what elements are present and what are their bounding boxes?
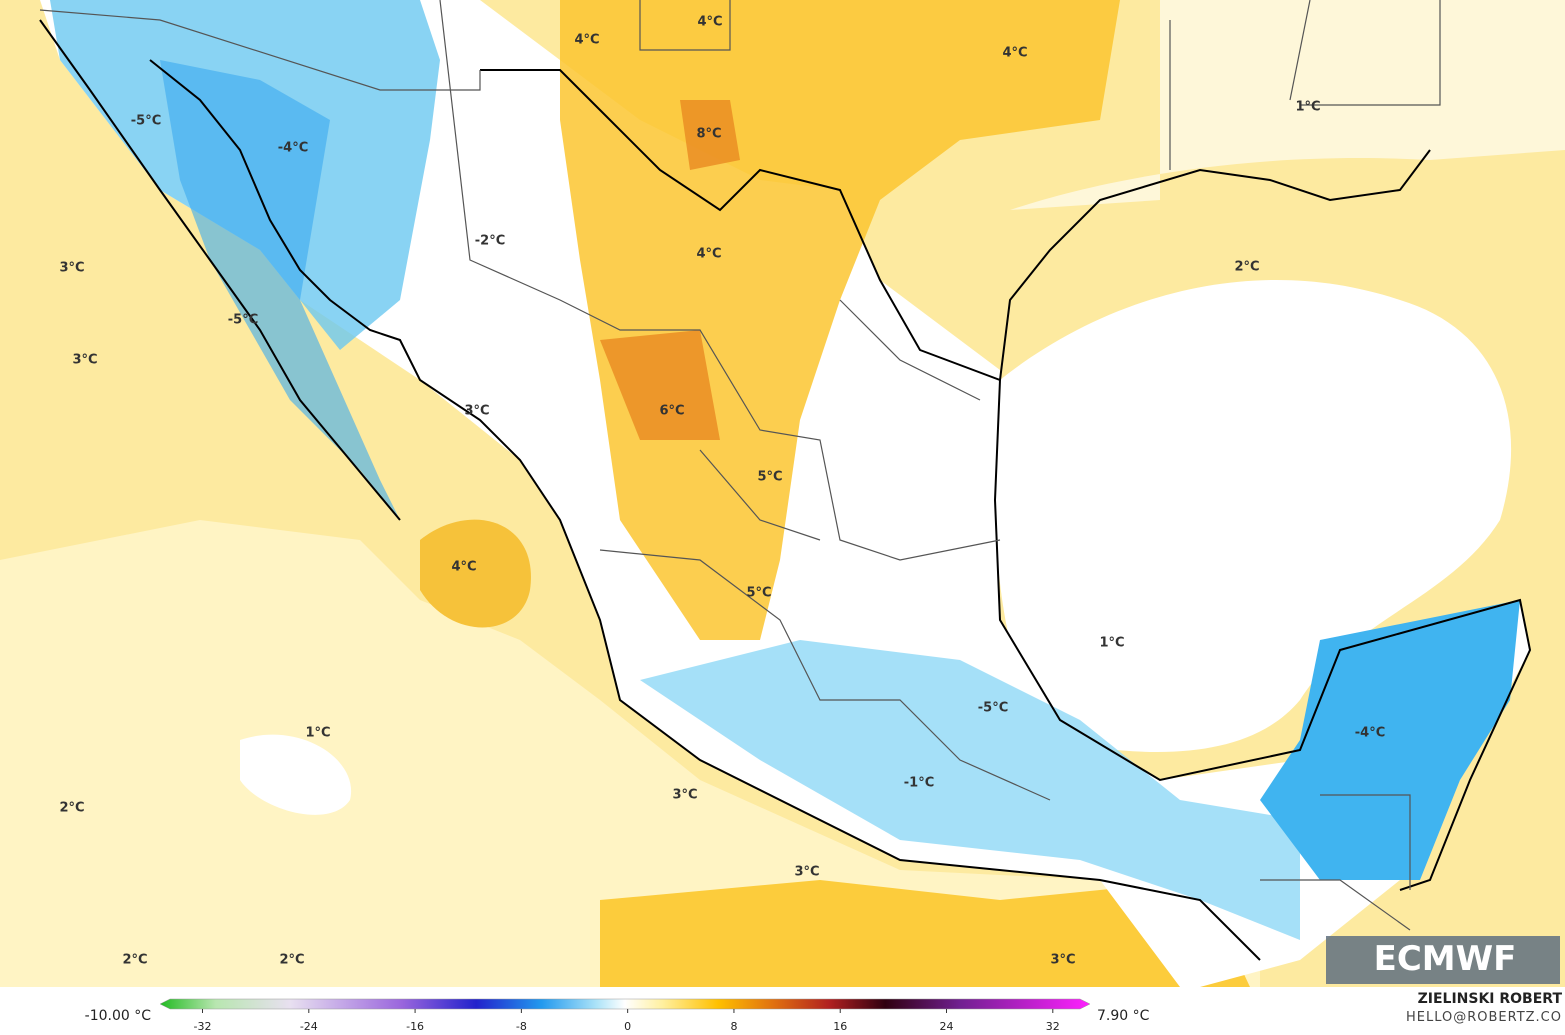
temperature-label: 3°C [794,865,819,880]
neutral-area [1010,0,1565,210]
footer [0,987,1565,1035]
hot-area [600,100,740,440]
temperature-label: 5°C [746,586,771,601]
colorbar-ticks: -32 -24 -16 -8 0 8 16 24 32 [194,1009,1060,1033]
colorbar-max: 7.90 °C [1097,1008,1150,1024]
map-labels: 4°C 4°C 4°C 1°C -5°C 8°C -4°C -2°C 4°C 3°C 2°C -5°C… [59,15,1385,968]
neutral-area [995,279,1512,752]
temperature-label: 6°C [659,404,684,419]
cold-area [640,640,1300,940]
colorbar-min: -10.00 °C [85,1008,152,1024]
colorbar-tick-label: -16 [406,1020,424,1033]
temperature-label: 1°C [1099,636,1124,651]
temperature-label: -5°C [228,313,258,328]
temperature-label: 2°C [1234,260,1259,275]
temperature-label: 1°C [1295,100,1320,115]
temperature-label: -4°C [278,141,308,156]
temperature-label: 4°C [697,15,722,30]
temperature-label: 3°C [59,261,84,276]
temperature-label: 3°C [1050,953,1075,968]
temperature-label: 5°C [757,470,782,485]
colorbar-tick-label: 8 [730,1020,737,1033]
colorbar-tick-label: 32 [1046,1020,1060,1033]
warm-area [600,880,1250,987]
warm-area [420,519,531,628]
temperature-label: -2°C [475,234,505,249]
cold-area [160,60,400,520]
neutral-area [240,734,352,815]
temperature-label: 3°C [672,788,697,803]
colorbar [159,998,1091,1010]
temperature-label: 3°C [464,404,489,419]
logo: ECMWF [1374,939,1517,979]
credit-email: HELLO@ROBERTZ.CO [1406,1010,1562,1025]
temperature-label: -5°C [131,114,161,129]
colorbar-tick-label: -32 [194,1020,212,1033]
colorbar-tick-label: -24 [300,1020,318,1033]
temperature-label: -1°C [904,776,934,791]
temperature-label: 4°C [574,33,599,48]
colorbar-tick-label: -8 [516,1020,527,1033]
temperature-label: 4°C [451,560,476,575]
temperature-label: 8°C [696,127,721,142]
credit-name: ZIELINSKI ROBERT [1418,991,1563,1007]
colorbar-tick-label: 0 [624,1020,631,1033]
warm-area [0,520,1260,987]
temperature-label: 3°C [72,353,97,368]
temperature-label: -4°C [1355,726,1385,741]
temperature-label: 2°C [122,953,147,968]
colorbar-tick-label: 24 [940,1020,954,1033]
temperature-label: 2°C [279,953,304,968]
colorbar-tick-label: 16 [833,1020,847,1033]
temperature-label: 2°C [59,801,84,816]
temperature-label: 4°C [1002,46,1027,61]
temperature-label: -5°C [978,701,1008,716]
temperature-label: 1°C [305,726,330,741]
map [0,0,1565,987]
cold-area [1260,600,1520,880]
logo-box [1326,936,1560,984]
temperature-label: 4°C [696,247,721,262]
